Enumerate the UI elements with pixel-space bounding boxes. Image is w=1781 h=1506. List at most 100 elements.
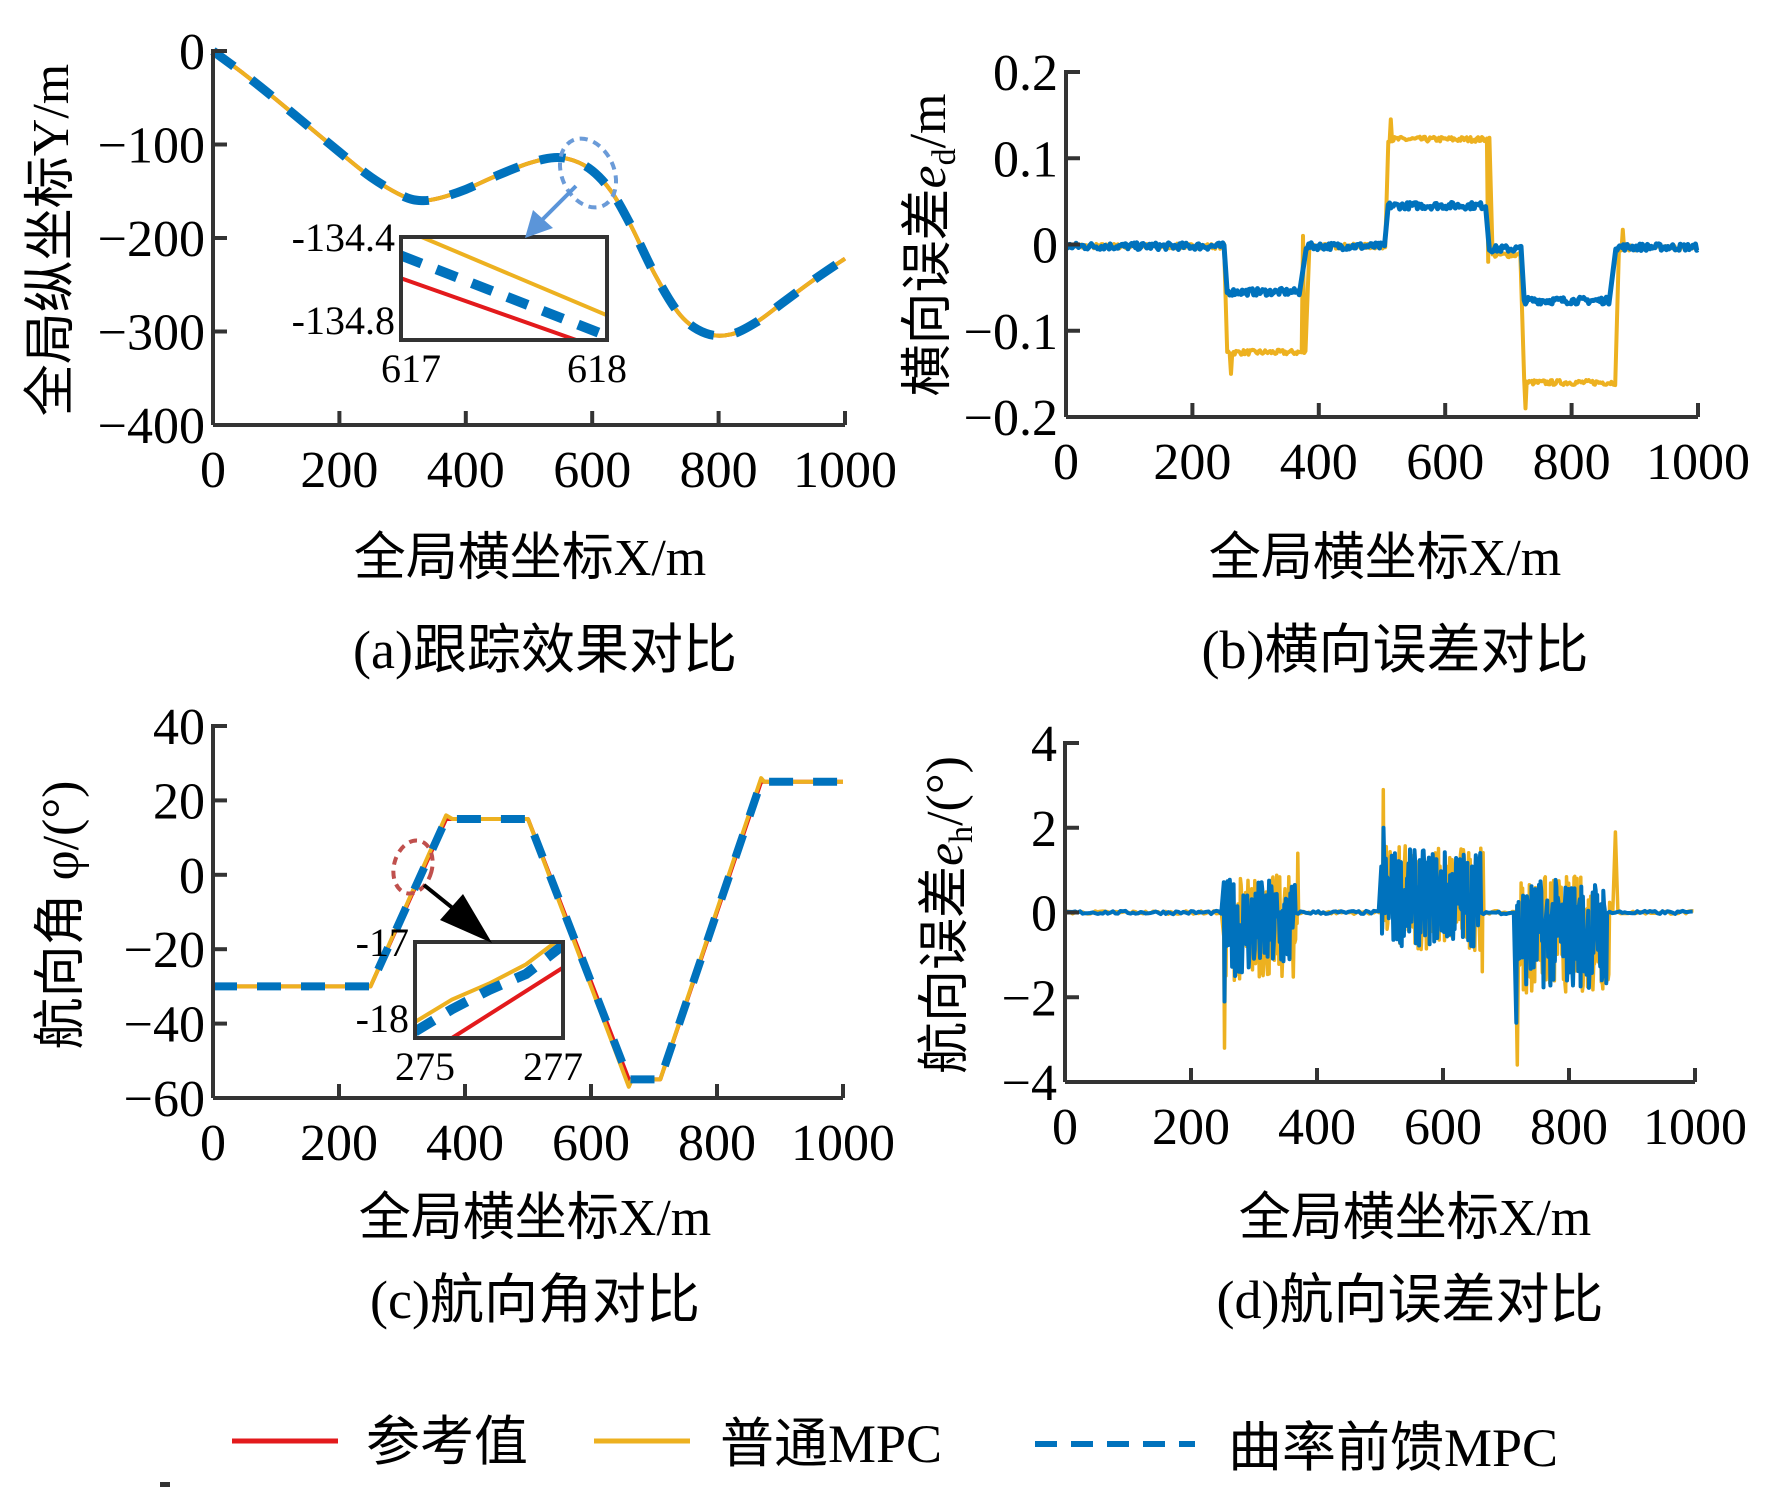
y-tick-label: 0 (1032, 218, 1058, 275)
x-tick-label: 0 (1053, 434, 1079, 491)
inset-y-tick-label: -134.8 (292, 298, 395, 343)
inset-line-reference (450, 965, 563, 1038)
y-tick-label: −60 (124, 1071, 205, 1128)
inset-y-tick-label: -134.4 (292, 215, 395, 260)
y-tick-label: −2 (1002, 970, 1057, 1027)
legend-label-normal-mpc: 普通MPC (720, 1414, 942, 1474)
x-tick-label: 1000 (791, 1115, 895, 1172)
x-tick-label: 1000 (793, 442, 897, 499)
inset-frame (413, 940, 565, 1040)
panel-c-caption: (c)航向角对比 (370, 1270, 700, 1330)
x-tick-label: 800 (1530, 1099, 1608, 1156)
panel-a-zoom-arrow (525, 184, 578, 238)
y-tick-label: 0 (179, 24, 205, 81)
panel-a-ylabel: 全局纵坐标Y/m (23, 64, 80, 416)
x-tick-label: 600 (1404, 1099, 1482, 1156)
y-tick-label: 40 (153, 699, 205, 756)
panel-a-ticks: 0 200 400 600 800 1000 0 −100 −200 −300 −400 (98, 24, 897, 499)
y-tick-label: −0.1 (964, 304, 1058, 361)
panel-d-ylabel-main: 航向误差 (917, 866, 974, 1074)
inset-series (401, 237, 607, 340)
series-curvature_mpc (1064, 825, 1693, 1025)
legend-item-curvature-mpc: 曲率前馈MPC (1035, 1418, 1558, 1478)
panel-b-ylabel-main: 横向误差 (900, 188, 957, 396)
panel-b: 0 200 400 600 800 1000 0.2 0.1 0 −0.1 −0.2 横向误差ed/… (900, 45, 1750, 680)
x-tick-label: 200 (1152, 1099, 1230, 1156)
panel-b-ylabel-unit: /m (900, 93, 957, 148)
panel-a: 0 200 400 600 800 1000 0 −100 −200 −300 −400 全局纵坐标… (23, 24, 897, 680)
x-tick-label: 800 (1533, 434, 1611, 491)
panel-b-ylabel: 横向误差ed/m (900, 93, 963, 396)
panel-a-highlight-ellipse (557, 136, 619, 210)
series-curvature_mpc (213, 777, 843, 1084)
y-tick-label: 20 (153, 773, 205, 830)
panel-d-xlabel: 全局横坐标X/m (1239, 1190, 1591, 1247)
y-tick-label: −4 (1002, 1055, 1057, 1112)
inset-x-tick-label: 275 (395, 1044, 455, 1089)
legend-item-normal-mpc: 普通MPC (594, 1414, 942, 1474)
y-tick-label: −20 (124, 922, 205, 979)
panel-d-caption: (d)航向误差对比 (1217, 1270, 1604, 1330)
x-tick-label: 1000 (1646, 434, 1750, 491)
panel-d-ylabel: 航向误差eh/(°) (917, 756, 980, 1074)
x-tick-label: 200 (300, 1115, 378, 1172)
panel-c-xlabel: 全局横坐标X/m (359, 1190, 711, 1247)
inset-frame (399, 235, 609, 342)
panel-b-ylabel-var: e (900, 165, 957, 188)
series-normal_mpc (1064, 117, 1699, 411)
y-tick-label: 0.1 (993, 131, 1058, 188)
y-tick-label: −300 (98, 305, 205, 362)
inset-line-normal_mpc (420, 237, 607, 318)
y-tick-label: 0 (179, 848, 205, 905)
panel-a-axes (211, 49, 847, 427)
panel-b-xlabel: 全局横坐标X/m (1209, 530, 1561, 587)
y-tick-label: 0.2 (993, 45, 1058, 102)
x-tick-label: 1000 (1643, 1099, 1747, 1156)
inset-line-normal_mpc (415, 942, 557, 1024)
panel-c-zoom-arrow (422, 883, 492, 943)
legend-label-reference: 参考值 (366, 1412, 528, 1472)
inset-y-tick-label: -17 (356, 920, 409, 965)
inset-y-tick-label: -18 (356, 996, 409, 1041)
inset-x-tick-label: 277 (523, 1044, 583, 1089)
panel-c-series (213, 776, 843, 1089)
panel-a-xlabel: 全局横坐标X/m (354, 530, 706, 587)
series-curvature_mpc (1063, 200, 1700, 307)
inset-line-reference (401, 276, 577, 340)
panel-a-inset: 617 618 -134.4 -134.8 (292, 215, 627, 391)
panel-d-ylabel-var: e (917, 843, 974, 866)
panel-b-ylabel-sub: d (926, 148, 963, 165)
x-tick-label: 800 (678, 1115, 756, 1172)
y-tick-label: −0.2 (964, 390, 1058, 447)
x-tick-label: 400 (1280, 434, 1358, 491)
y-tick-label: −200 (98, 211, 205, 268)
y-tick-label: 4 (1031, 716, 1057, 773)
series-curvature_mpc (210, 47, 848, 341)
x-tick-label: 400 (426, 1115, 504, 1172)
x-tick-label: 0 (1052, 1099, 1078, 1156)
y-tick-label: −400 (98, 398, 205, 455)
x-tick-label: 600 (1406, 434, 1484, 491)
x-tick-label: 600 (552, 1115, 630, 1172)
panel-d-ylabel-unit: /(°) (917, 756, 974, 826)
panel-d-ylabel-sub: h (943, 826, 980, 843)
panel-d-axes (1063, 741, 1697, 1084)
x-tick-label: 400 (427, 442, 505, 499)
legend-item-reference: 参考值 (232, 1412, 528, 1472)
x-tick-label: 600 (553, 442, 631, 499)
stray-mark (160, 1482, 170, 1487)
inset-x-tick-label: 618 (567, 346, 627, 391)
y-tick-label: 0 (1031, 886, 1057, 943)
panel-c-ylabel: 航向角 φ/(°) (33, 781, 90, 1050)
panel-b-series (1063, 117, 1700, 411)
y-tick-label: −100 (98, 118, 205, 175)
panel-d: 0 200 400 600 800 1000 4 2 0 −2 −4 航向误差eh/(°) 全局横坐… (917, 716, 1747, 1330)
x-tick-label: 800 (680, 442, 758, 499)
inset-x-tick-label: 617 (381, 346, 441, 391)
panel-c-axes (211, 724, 845, 1100)
x-tick-label: 200 (300, 442, 378, 499)
panel-a-series (210, 47, 848, 341)
